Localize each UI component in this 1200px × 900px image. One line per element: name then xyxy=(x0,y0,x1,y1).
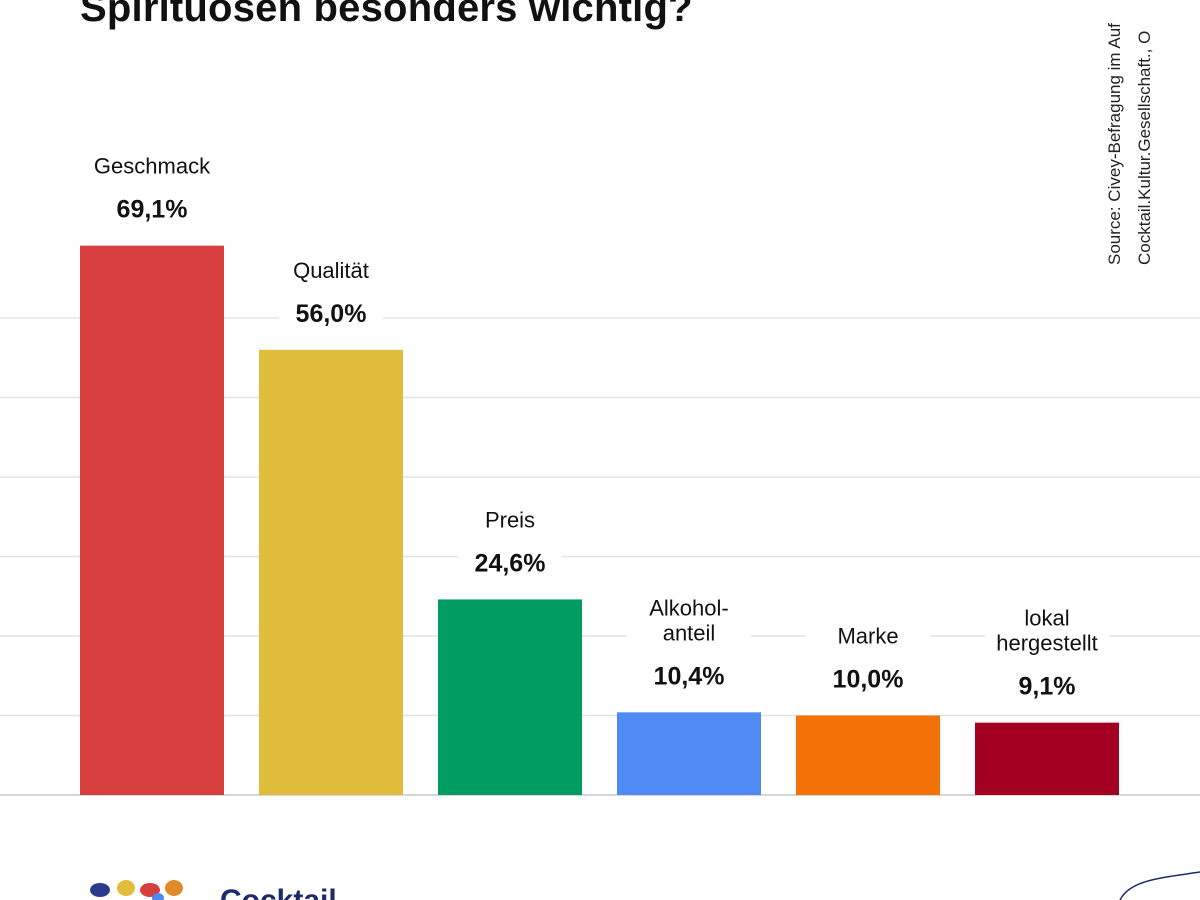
category-label: Qualität xyxy=(293,258,369,283)
value-label: 24,6% xyxy=(475,549,546,577)
bar xyxy=(975,722,1119,795)
logo-leaves-icon xyxy=(90,880,183,900)
category-label-bg xyxy=(627,591,751,651)
category-label: Marke xyxy=(837,624,898,649)
bar xyxy=(80,245,224,795)
category-label: anteil xyxy=(663,620,716,645)
source-note: Source: Civey-Befragung im Auf Cocktail.… xyxy=(1100,23,1160,265)
brand-logo: Cocktail xyxy=(88,876,388,900)
bar-labels: 69,1% Geschmack 56,0% Qualität 24,6% Preis 10,… xyxy=(90,149,1109,703)
decorative-curve-icon xyxy=(1119,871,1200,900)
value-label-bg xyxy=(100,191,204,226)
category-label-bg xyxy=(448,503,572,538)
category-label-bg xyxy=(806,619,930,654)
value-label: 69,1% xyxy=(117,196,188,224)
value-label: 10,4% xyxy=(654,662,725,690)
value-label-bg xyxy=(637,658,741,693)
category-label: Alkohol- xyxy=(649,595,728,620)
bar xyxy=(617,712,761,795)
value-label-bg xyxy=(279,295,383,330)
value-label-bg xyxy=(458,545,562,580)
logo-wordmark: Cocktail xyxy=(220,884,337,900)
bar xyxy=(259,349,403,795)
value-label: 56,0% xyxy=(296,300,367,328)
category-label: hergestellt xyxy=(996,631,1098,656)
source-line-1: Source: Civey-Befragung im Auf xyxy=(1105,23,1124,265)
category-label-bg xyxy=(90,149,214,184)
category-label: Geschmack xyxy=(94,154,211,179)
value-label-bg xyxy=(816,661,920,696)
source-line-2: Cocktail.Kultur.Gesellschaft., O xyxy=(1135,30,1154,265)
value-label: 10,0% xyxy=(833,666,904,694)
value-label-bg xyxy=(995,668,1099,703)
category-label-bg xyxy=(269,253,393,288)
bars xyxy=(80,245,1119,795)
category-label: Preis xyxy=(485,507,535,532)
bar xyxy=(438,599,582,795)
category-label-bg xyxy=(985,601,1109,661)
chart-title: Spirituosen besonders wichtig? xyxy=(80,0,693,30)
bar xyxy=(796,715,940,795)
category-label: lokal xyxy=(1024,606,1069,631)
value-label: 9,1% xyxy=(1019,673,1076,701)
